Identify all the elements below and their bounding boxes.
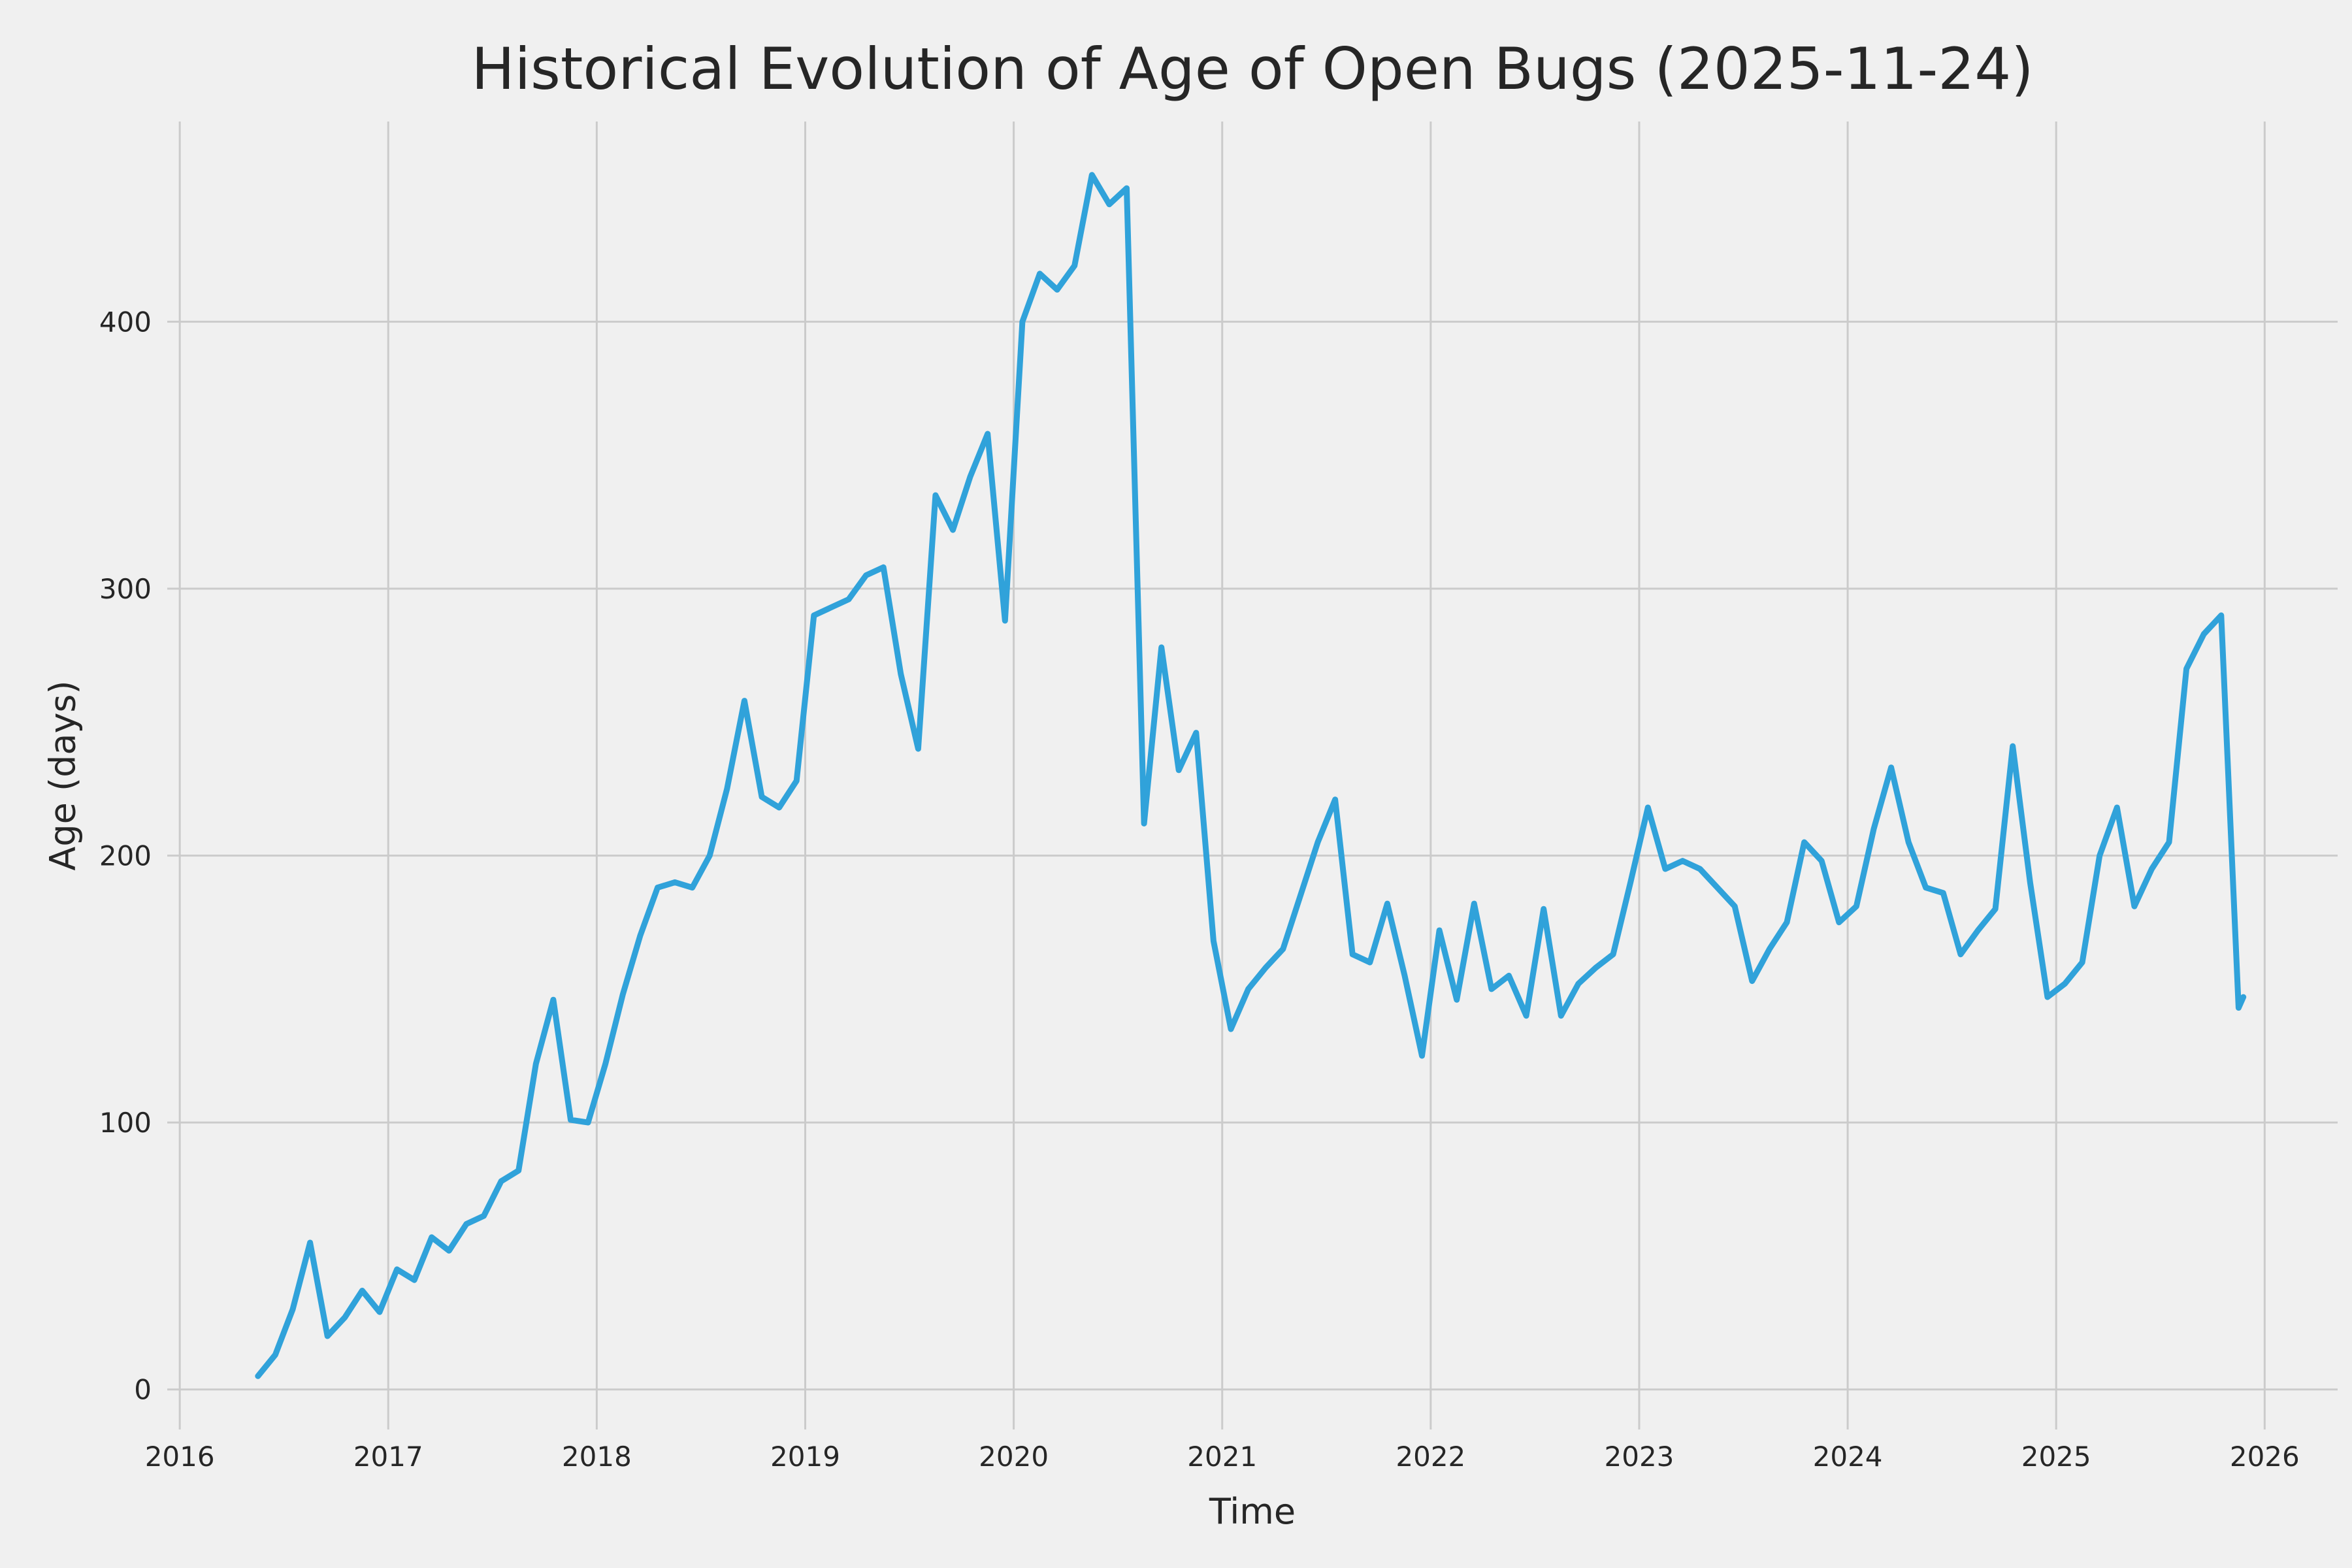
y-tick-label: 0 <box>134 1374 152 1406</box>
x-tick-label: 2021 <box>1187 1441 1257 1473</box>
y-tick-label: 300 <box>99 573 152 605</box>
y-tick-label: 400 <box>99 306 152 338</box>
x-axis-label: Time <box>1209 1491 1296 1532</box>
x-tick-label: 2025 <box>2021 1441 2091 1473</box>
x-tick-label: 2019 <box>770 1441 840 1473</box>
data-line <box>255 172 2247 1379</box>
x-tick-label: 2022 <box>1396 1441 1465 1473</box>
x-tick-label: 2023 <box>1605 1441 1674 1473</box>
x-tick-label: 2017 <box>353 1441 423 1473</box>
y-tick-label: 200 <box>99 840 152 872</box>
chart-title: Historical Evolution of Age of Open Bugs… <box>471 35 2034 103</box>
x-tick-label: 2018 <box>562 1441 632 1473</box>
x-tick-label: 2026 <box>2230 1441 2300 1473</box>
y-tick-label: 100 <box>99 1107 152 1139</box>
x-tick-label: 2020 <box>979 1441 1049 1473</box>
x-tick-label: 2016 <box>145 1441 215 1473</box>
x-tick-label: 2024 <box>1813 1441 1883 1473</box>
